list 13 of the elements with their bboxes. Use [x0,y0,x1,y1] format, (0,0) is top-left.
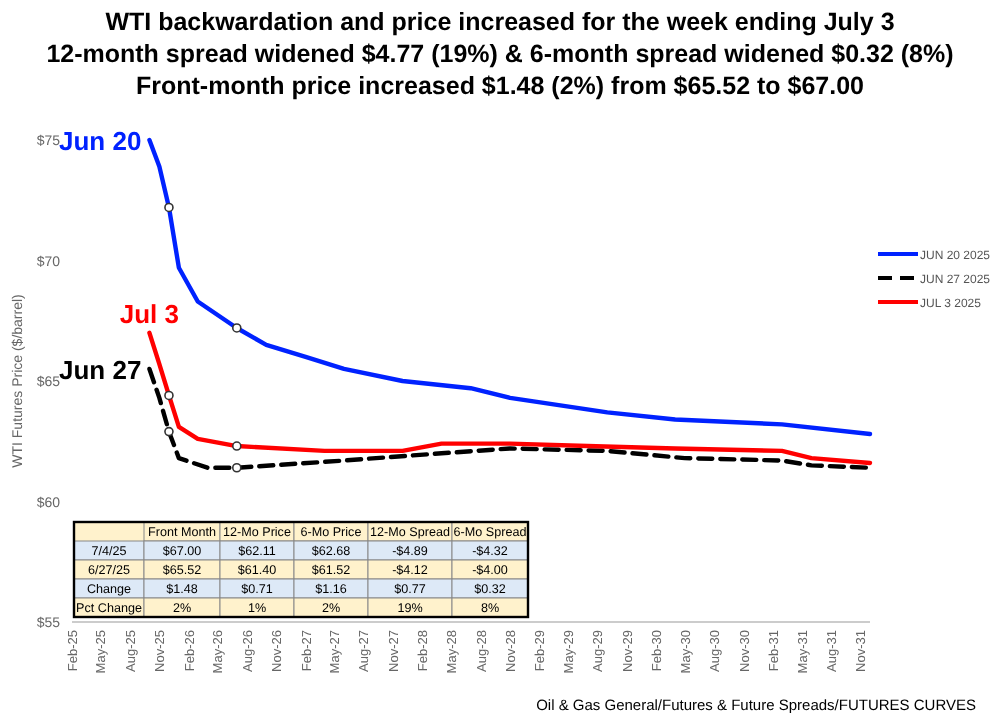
point [231,323,242,333]
point [164,390,174,401]
line-series [147,366,873,470]
annotation: Jun 27 [59,354,142,385]
chart-title: WTI backwardation and price increased for the week ending July 3 [105,8,895,36]
annotation: Jul 3 [119,298,180,329]
chart-subtitle: 12-month spread widened $4.77 (19%) & 6-month spread widened $0.32 (8%) Front-month price increased $1.48 (2%) from $65.52 to $67.00 [46,40,954,100]
annotation: Jun 20 [59,126,142,156]
point [231,441,242,451]
point [164,426,174,437]
point [231,462,242,473]
point [164,202,174,213]
line-series [147,330,873,466]
